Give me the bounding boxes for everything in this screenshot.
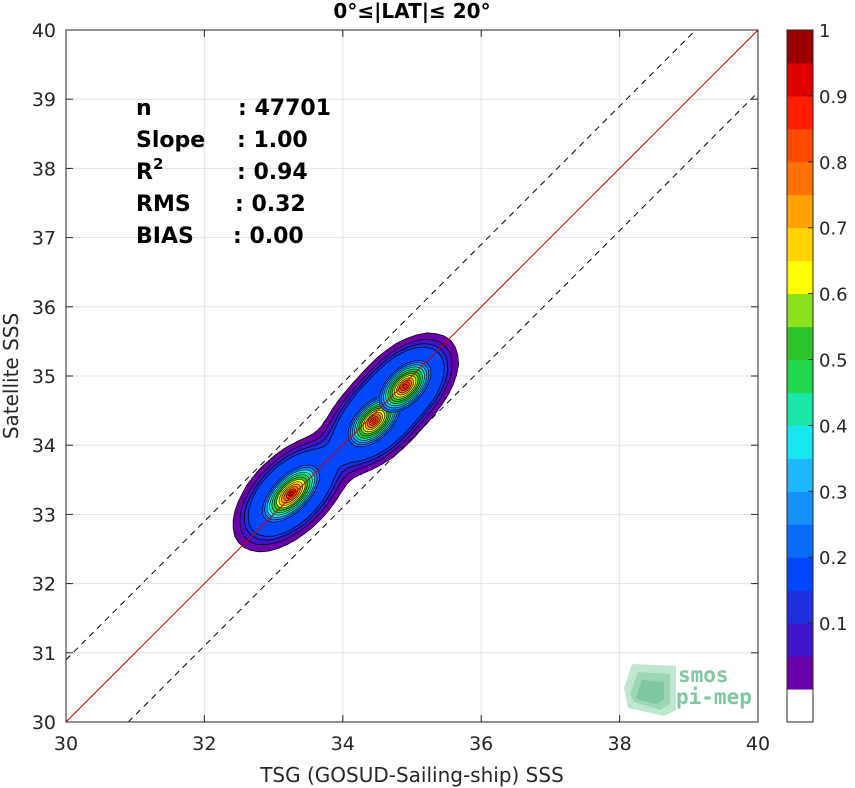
colorbar-segment <box>787 656 813 690</box>
y-tick-label: 35 <box>32 366 56 388</box>
reference-line-group <box>66 30 758 722</box>
stat-value: : 1.00 <box>237 128 308 153</box>
logo-pi-mep-text: pi-mep <box>676 685 752 709</box>
x-tick-label: 38 <box>608 733 632 755</box>
x-tick-label: 30 <box>54 733 78 755</box>
colorbar-segment <box>787 392 813 426</box>
colorbar-segment <box>787 359 813 393</box>
contour-peak-band <box>288 490 294 497</box>
stat-label: R2 <box>136 155 163 185</box>
y-tick-label: 32 <box>32 574 56 596</box>
y-tick-label: 30 <box>32 712 56 734</box>
colorbar-segment <box>787 623 813 657</box>
one-to-one-line <box>66 30 758 722</box>
y-tick-label: 38 <box>32 158 56 180</box>
y-tick-label: 37 <box>32 228 56 250</box>
colorbar-segment <box>787 128 813 163</box>
axis-ticks: 30 32 34 36 38 40 30 31 32 33 34 35 36 37 38 39 40 <box>32 20 770 755</box>
colorbar-segment <box>787 293 813 328</box>
stat-label: RMS <box>136 192 191 217</box>
y-tick-label: 33 <box>32 504 56 526</box>
colorbar-segment <box>787 425 813 459</box>
stats-box: n : 47701 Slope : 1.00 R2 : 0.94 RMS : 0.32 BIAS… <box>136 96 331 249</box>
stat-value: : 0.94 <box>237 160 308 185</box>
reference-lines <box>66 30 758 722</box>
colorbar-tick-label: 0.1 <box>819 614 848 635</box>
colorbar-segment <box>787 227 813 262</box>
contour-peak-band <box>402 383 408 389</box>
logo-smos-text: smos <box>678 663 729 687</box>
upper-bound-dashed-line <box>66 30 697 661</box>
stat-value: : 47701 <box>238 96 331 121</box>
stat-value: : 0.00 <box>233 224 304 249</box>
stat-value: : 0.32 <box>235 192 306 217</box>
colorbar-segment <box>787 590 813 624</box>
colorbar-tick-label: 0.8 <box>819 153 848 174</box>
logo-wave-icon <box>624 664 676 716</box>
colorbar-tick-label: 0.9 <box>819 87 848 108</box>
contour-peak-band <box>371 418 377 424</box>
colorbar-segment <box>787 260 813 295</box>
colorbar-segment <box>787 95 813 130</box>
colorbar-tick-label: 0.4 <box>819 416 848 437</box>
stat-label: n <box>136 96 152 121</box>
colorbar: 0.1 0.2 0.3 0.4 0.5 0.6 0.7 0.8 0.9 1 <box>786 21 848 723</box>
colorbar-segment <box>787 161 813 196</box>
chart-title: 0°≤|LAT|≤ 20° <box>333 0 490 23</box>
colorbar-tick-label: 0.5 <box>819 351 848 372</box>
x-axis-label: TSG (GOSUD-Sailing-ship) SSS <box>259 763 564 787</box>
colorbar-segment <box>787 194 813 229</box>
y-axis-label: Satellite SSS <box>0 313 23 439</box>
stat-superscript: 2 <box>153 155 163 173</box>
colorbar-tick-label: 0.3 <box>819 482 848 503</box>
colorbar-tick-label: 0.6 <box>819 285 848 306</box>
stat-label: Slope <box>136 128 205 153</box>
colorbar-tick-label: 0.7 <box>819 219 848 240</box>
x-tick-label: 40 <box>746 733 770 755</box>
colorbar-segment <box>787 689 813 723</box>
colorbar-segment <box>787 491 813 525</box>
colorbar-segment <box>787 524 813 558</box>
colorbar-frame <box>786 29 814 723</box>
y-tick-label: 40 <box>32 20 56 42</box>
x-tick-label: 32 <box>192 733 216 755</box>
stat-label: BIAS <box>136 224 194 249</box>
colorbar-segment <box>787 458 813 492</box>
y-tick-label: 31 <box>32 643 56 665</box>
lower-bound-dashed-line <box>127 91 758 722</box>
smos-pi-mep-logo: smos pi-mep <box>624 663 752 716</box>
y-tick-label: 39 <box>32 89 56 111</box>
colorbar-tick-label: 0.2 <box>819 548 848 569</box>
y-tick-label: 34 <box>32 435 56 457</box>
colorbar-segment <box>787 557 813 591</box>
colorbar-tick-label: 1 <box>819 21 830 42</box>
x-tick-label: 34 <box>331 733 355 755</box>
colorbar-segment <box>787 326 813 361</box>
colorbar-segment <box>787 62 813 97</box>
x-tick-label: 36 <box>469 733 493 755</box>
colorbar-segment <box>787 30 813 64</box>
y-tick-label: 36 <box>32 297 56 319</box>
